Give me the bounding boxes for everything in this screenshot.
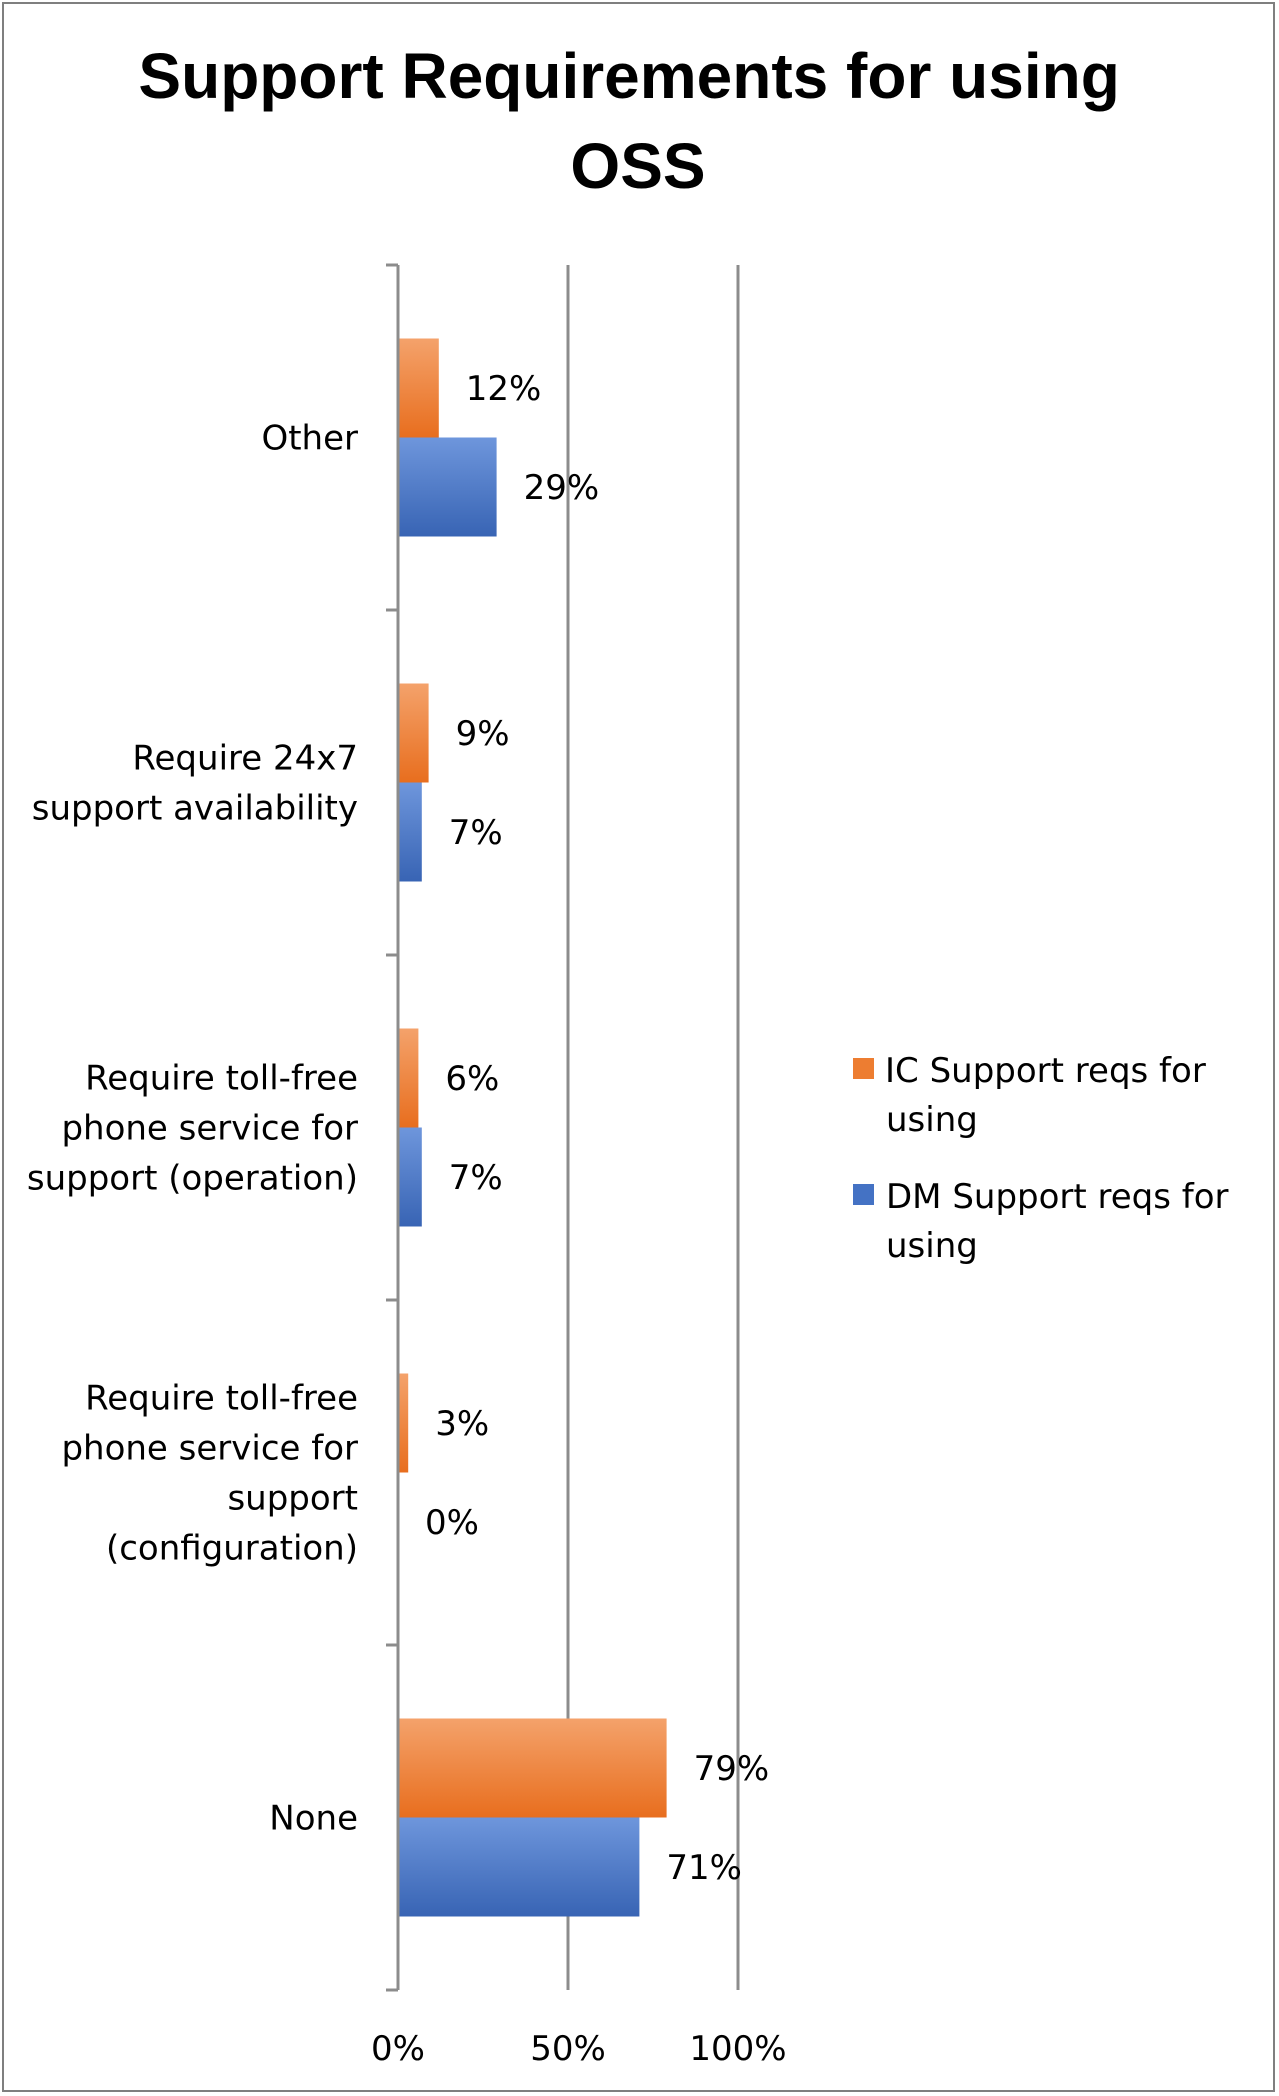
legend-entry-0: IC Support reqs for using bbox=[885, 1051, 1206, 1140]
data-label-0-3: 3% bbox=[435, 1404, 489, 1444]
category-label-1: Require 24x7 support availability bbox=[32, 739, 358, 829]
data-label-0-4: 79% bbox=[694, 1749, 770, 1789]
bars bbox=[398, 338, 667, 1917]
category-label-2: Require toll-free phone service for suppor… bbox=[27, 1059, 358, 1199]
category-axis bbox=[386, 263, 400, 1992]
data-label-1-4: 71% bbox=[666, 1848, 742, 1888]
data-label-0-2: 6% bbox=[445, 1059, 499, 1099]
x-tick-labels: 0% 50% 100% bbox=[371, 2029, 787, 2069]
data-labels: 12% 29% 9% 7% 6% 7% 3% 0% 79% 71% bbox=[425, 369, 769, 1888]
data-label-1-3: 0% bbox=[425, 1503, 479, 1543]
gridlines bbox=[566, 265, 740, 1990]
data-label-1-0: 29% bbox=[524, 468, 600, 508]
legend: IC Support reqs for using DM Support reqs … bbox=[853, 1051, 1229, 1266]
bar-0-1 bbox=[398, 683, 429, 783]
x-tick-label-2: 100% bbox=[689, 2029, 786, 2069]
bar-1-0 bbox=[398, 437, 497, 537]
data-label-0-0: 12% bbox=[466, 369, 542, 409]
category-labels: Other Require 24x7 support availability Req… bbox=[27, 419, 358, 1839]
category-label-3: Require toll-free phone service for suppor… bbox=[61, 1379, 358, 1569]
category-label-4: None bbox=[269, 1799, 358, 1839]
legend-entry-1: DM Support reqs for using bbox=[886, 1177, 1229, 1266]
chart-title: Support Requirements for using OSS bbox=[138, 40, 1137, 202]
legend-swatch-1 bbox=[853, 1184, 874, 1205]
bar-0-2 bbox=[398, 1028, 419, 1128]
bar-0-0 bbox=[398, 338, 439, 438]
data-label-1-2: 7% bbox=[449, 1158, 503, 1198]
bar-1-4 bbox=[398, 1817, 640, 1917]
data-label-1-1: 7% bbox=[449, 813, 503, 853]
bar-1-1 bbox=[398, 782, 422, 882]
chart-title-line-1: Support Requirements for using bbox=[138, 40, 1119, 112]
legend-swatch-0 bbox=[853, 1058, 874, 1079]
data-label-0-1: 9% bbox=[456, 714, 510, 754]
category-label-0: Other bbox=[261, 419, 358, 459]
x-tick-label-1: 50% bbox=[530, 2029, 606, 2069]
chart-title-line-2: OSS bbox=[570, 130, 705, 202]
bar-0-4 bbox=[398, 1718, 667, 1818]
bar-1-2 bbox=[398, 1127, 422, 1227]
bar-0-3 bbox=[398, 1373, 409, 1473]
x-tick-label-0: 0% bbox=[371, 2029, 425, 2069]
